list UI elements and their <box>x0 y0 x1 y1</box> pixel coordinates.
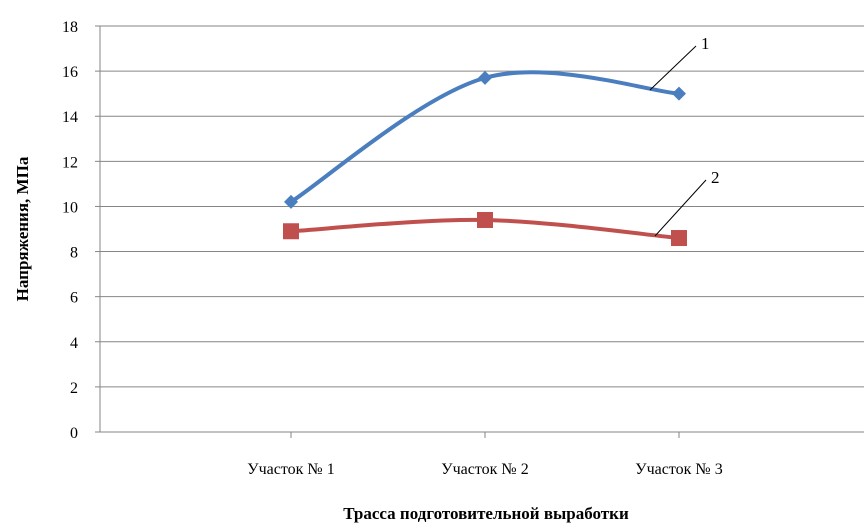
series-1-point <box>284 194 298 209</box>
y-tick-label: 16 <box>62 64 78 81</box>
series-1-point <box>478 70 492 85</box>
x-tick-label: Участок № 3 <box>635 461 722 478</box>
callout-leader-1 <box>649 45 697 91</box>
series-2-point <box>477 211 493 228</box>
series-2-point <box>283 223 299 240</box>
y-tick-label: 10 <box>62 199 78 216</box>
series-callouts: 12 <box>649 34 720 237</box>
y-tick-label: 6 <box>70 290 78 307</box>
y-axis-title: Напряжения, МПа <box>13 156 32 301</box>
x-axis-ticks: Участок № 1 Участок № 2 Участок № 3 <box>247 432 723 478</box>
callout-leader-2 <box>654 179 707 237</box>
y-tick-label: 4 <box>70 335 78 352</box>
y-axis-ticks: 0 2 4 6 8 10 12 14 16 18 <box>62 19 100 442</box>
callout-label-1: 1 <box>701 34 710 53</box>
series-1-point <box>672 86 686 101</box>
y-tick-label: 0 <box>70 425 78 442</box>
series-1-line <box>289 70 681 204</box>
x-tick-label: Участок № 2 <box>441 461 528 478</box>
series-layer <box>283 70 687 247</box>
x-tick-label: Участок № 1 <box>247 461 334 478</box>
series-2-point <box>671 230 687 247</box>
y-tick-label: 14 <box>62 109 78 126</box>
y-tick-label: 18 <box>62 19 78 36</box>
y-tick-label: 12 <box>62 154 78 171</box>
callout-label-2: 2 <box>711 168 720 187</box>
gridlines <box>100 25 864 388</box>
x-axis-title: Трасса подготовительной выработки <box>343 504 629 523</box>
y-tick-label: 8 <box>70 245 78 262</box>
y-tick-label: 2 <box>70 380 78 397</box>
